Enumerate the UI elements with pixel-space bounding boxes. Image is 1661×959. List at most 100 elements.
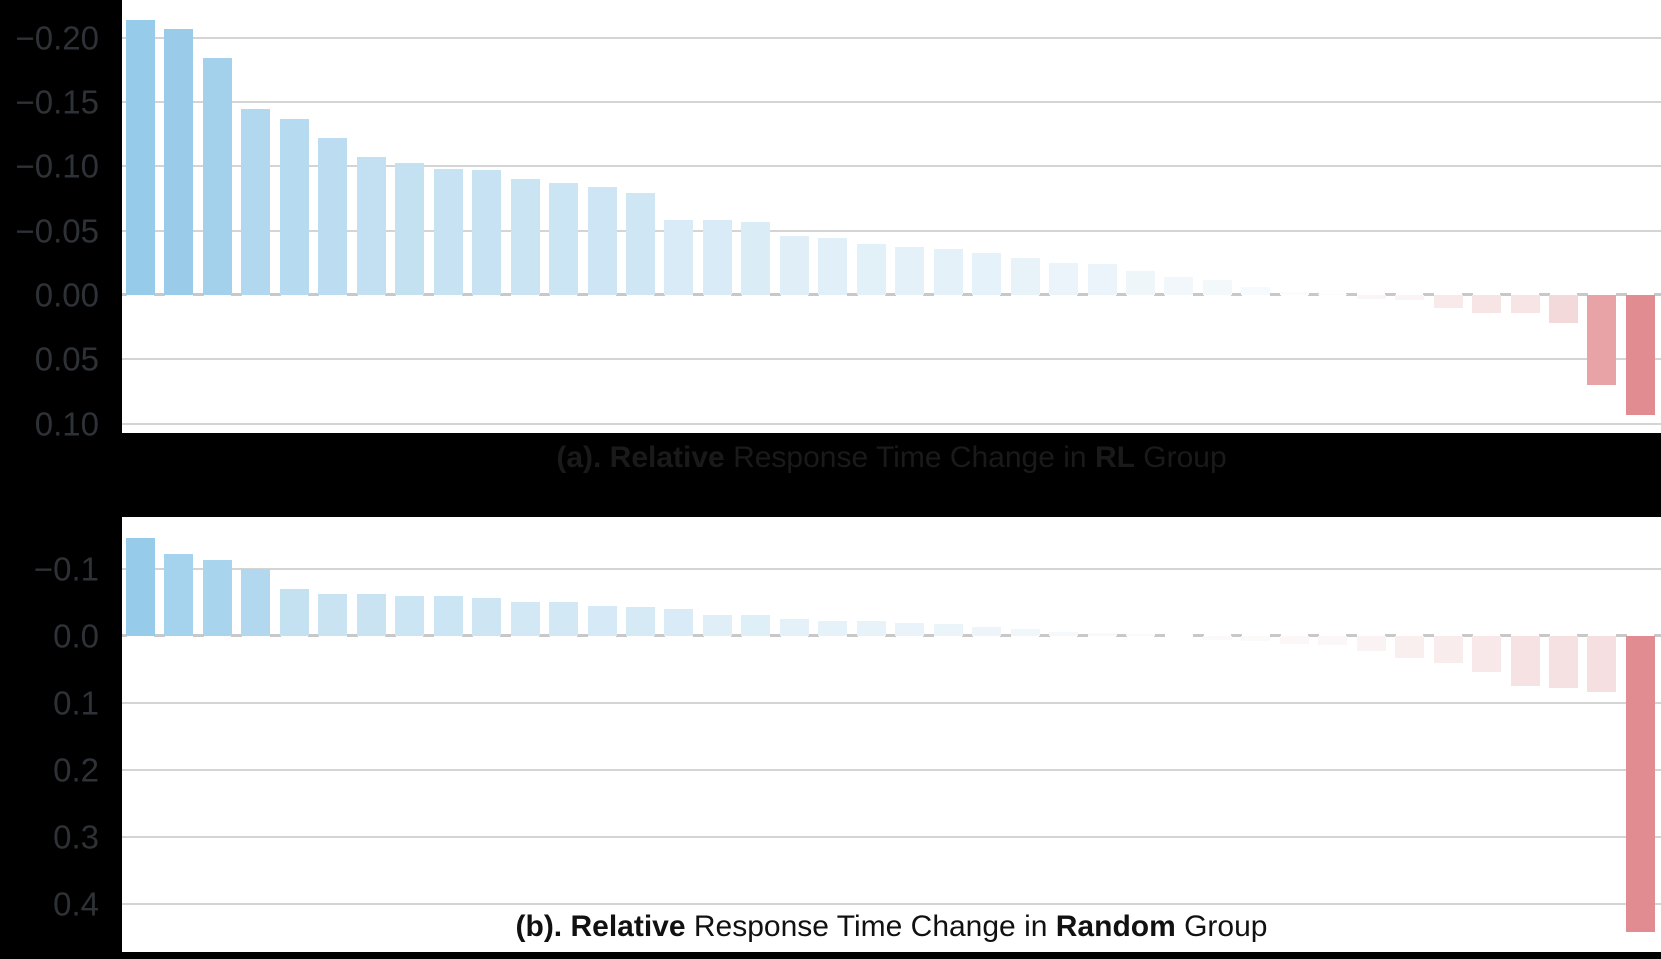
y-tick-label: −0.1 — [33, 550, 99, 588]
bar — [356, 594, 386, 636]
bar — [202, 58, 232, 295]
gridline — [122, 568, 1661, 570]
zero-tick — [1423, 634, 1435, 637]
zero-tick — [923, 634, 935, 637]
bar — [549, 183, 579, 295]
bar — [972, 627, 1002, 636]
bar — [472, 598, 502, 636]
bar — [1125, 271, 1155, 295]
bar — [1510, 636, 1540, 686]
bar — [126, 20, 155, 295]
bar — [1318, 636, 1348, 645]
zero-tick — [538, 634, 550, 637]
zero-tick — [923, 293, 935, 296]
bar — [164, 29, 194, 295]
zero-tick — [846, 293, 858, 296]
zero-tick — [615, 293, 627, 296]
bar — [587, 187, 617, 295]
bar — [1164, 277, 1194, 295]
zero-tick — [1308, 293, 1320, 296]
zero-tick — [1615, 634, 1627, 637]
zero-tick — [1500, 634, 1512, 637]
zero-tick — [961, 634, 973, 637]
bar — [741, 615, 771, 636]
bar — [1549, 636, 1579, 688]
y-tick-label: 0.00 — [34, 276, 99, 314]
bar — [895, 623, 925, 636]
gridline — [122, 101, 1661, 103]
caption-b-bold-lead: (b). Relative — [515, 910, 686, 943]
caption-a-mid: Response Time Change in — [724, 441, 1095, 474]
bar — [318, 594, 348, 636]
bar — [933, 624, 963, 636]
y-tick-label: −0.05 — [15, 212, 100, 250]
bar — [1625, 636, 1655, 932]
bar — [202, 560, 232, 636]
zero-tick — [231, 634, 243, 637]
bar — [702, 615, 732, 636]
gridline — [122, 836, 1661, 838]
zero-tick — [423, 634, 435, 637]
bar — [1433, 636, 1463, 663]
zero-tick — [461, 293, 473, 296]
zero-tick — [308, 293, 320, 296]
bar — [510, 602, 540, 636]
bar — [702, 220, 732, 295]
zero-tick — [1231, 293, 1243, 296]
bar — [1472, 295, 1502, 313]
bar — [1241, 287, 1271, 295]
y-tick-label: 0.10 — [34, 405, 99, 443]
zero-tick — [231, 293, 243, 296]
bar — [856, 621, 886, 636]
zero-tick — [1654, 293, 1661, 296]
zero-tick — [269, 293, 281, 296]
bar — [1010, 629, 1040, 636]
zero-tick — [1115, 293, 1127, 296]
bar — [1049, 632, 1079, 636]
zero-tick — [884, 634, 896, 637]
caption-b-group-name: Random — [1055, 910, 1176, 943]
zero-tick — [1154, 634, 1166, 637]
zero-tick — [1538, 634, 1550, 637]
zero-tick — [1615, 293, 1627, 296]
gridline — [122, 769, 1661, 771]
caption-b-tail: Group — [1175, 910, 1268, 943]
gridline — [122, 702, 1661, 704]
bar — [1356, 295, 1386, 299]
bar — [895, 247, 925, 295]
zero-tick — [577, 634, 589, 637]
y-tick-label: −0.10 — [15, 147, 100, 185]
bar — [818, 238, 848, 295]
bar — [779, 236, 809, 295]
zero-tick — [1000, 293, 1012, 296]
zero-tick — [1231, 634, 1243, 637]
bar — [433, 169, 463, 295]
bar — [472, 170, 502, 295]
zero-tick — [884, 293, 896, 296]
bar — [1125, 634, 1155, 636]
bar — [126, 538, 155, 636]
zero-tick — [577, 293, 589, 296]
bar — [1549, 295, 1579, 323]
zero-tick — [423, 293, 435, 296]
caption-a-group-name: RL — [1094, 441, 1135, 474]
zero-tick — [1384, 634, 1396, 637]
zero-tick — [1038, 634, 1050, 637]
y-tick-label: 0.2 — [53, 751, 99, 789]
bar — [433, 596, 463, 636]
zero-tick — [654, 634, 666, 637]
zero-tick — [1461, 293, 1473, 296]
bar — [510, 179, 540, 295]
chart-b-caption: (b). Relative Response Time Change in Ra… — [122, 904, 1661, 950]
zero-tick — [961, 293, 973, 296]
zero-tick — [1077, 634, 1089, 637]
zero-tick — [1500, 293, 1512, 296]
bar — [279, 119, 309, 295]
bar — [279, 589, 309, 636]
zero-tick — [1077, 293, 1089, 296]
zero-tick — [1654, 634, 1661, 637]
bar — [1318, 294, 1348, 295]
zero-tick — [1423, 293, 1435, 296]
zero-tick — [122, 293, 127, 296]
